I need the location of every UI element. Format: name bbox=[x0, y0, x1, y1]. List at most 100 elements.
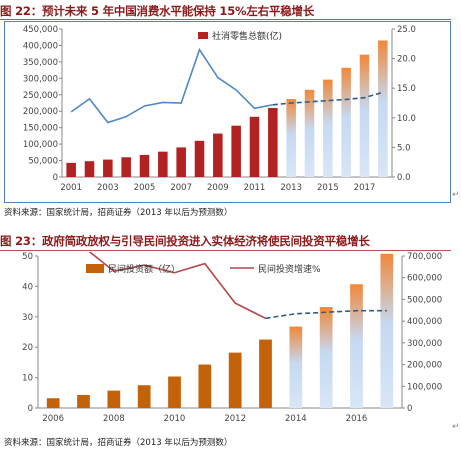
forecast-bar bbox=[319, 307, 333, 408]
figure-22-rule bbox=[0, 19, 451, 20]
x-tick-label: 2003 bbox=[97, 183, 119, 193]
bar bbox=[46, 398, 60, 408]
bar bbox=[139, 154, 150, 177]
x-tick-label: 2006 bbox=[42, 414, 64, 424]
y-tick-label-left: 0 bbox=[28, 404, 33, 414]
legend-label-line: 民间投资增速% bbox=[258, 263, 321, 275]
bar bbox=[194, 140, 205, 177]
bar bbox=[121, 157, 131, 177]
forecast-bar bbox=[350, 284, 363, 408]
y-tick-label-left: 150,000 bbox=[23, 124, 58, 134]
growth-line bbox=[70, 47, 273, 124]
bar bbox=[77, 394, 90, 408]
x-tick-label: 2008 bbox=[103, 414, 125, 424]
y-tick-label-left: 50,000 bbox=[28, 157, 58, 167]
figure-23-title-text: 政府简政放权与引导民间投资进入实体经济将使民间投资平稳增长 bbox=[42, 234, 370, 248]
forecast-bar bbox=[289, 326, 303, 408]
bar bbox=[198, 364, 212, 408]
growth-line bbox=[88, 252, 266, 320]
y-tick-label-left: 20 bbox=[22, 343, 33, 353]
bar bbox=[168, 376, 181, 408]
x-tick-label: 2015 bbox=[317, 183, 339, 193]
x-tick-label: 2012 bbox=[224, 414, 246, 424]
y-tick-label-right: 400,000 bbox=[407, 317, 442, 327]
x-tick-label: 2013 bbox=[280, 183, 302, 193]
figure-23-title: 图 23：政府简政放权与引导民间投资进入实体经济将使民间投资平稳增长 bbox=[0, 233, 370, 249]
figure-22-source: 资料来源：国家统计局，招商证券（2013 年以后为预测数） bbox=[4, 208, 233, 218]
bar bbox=[213, 133, 223, 177]
bar bbox=[66, 162, 76, 177]
bar bbox=[137, 385, 151, 408]
growth-line-forecast bbox=[265, 309, 387, 320]
chart-1-container: 0 50,000 100,000 150,000 200,000 250,000 300,0… bbox=[4, 21, 451, 203]
forecast-bar bbox=[323, 79, 333, 177]
y-tick-label-right: 100,000 bbox=[407, 382, 442, 392]
y-tick-label-left: 30 bbox=[22, 313, 33, 323]
y-tick-label-left: 40 bbox=[22, 282, 33, 292]
growth-line-forecast bbox=[272, 91, 384, 106]
chart-1: 0 50,000 100,000 150,000 200,000 250,000 300,0… bbox=[4, 21, 451, 203]
y-tick-label-right: 10.0 bbox=[397, 114, 416, 124]
y-tick-label-right: 5.0 bbox=[397, 143, 411, 153]
figure-22-label: 图 22： bbox=[0, 4, 43, 18]
x-tick-label: 2007 bbox=[170, 183, 192, 193]
figure-23-source: 资料来源：国家统计局，招商证券（2013 年以后为预测数） bbox=[4, 438, 233, 448]
y-tick-label-left: 450,000 bbox=[23, 25, 58, 35]
bar bbox=[176, 147, 186, 177]
legend-label-bar: 社消零售总额(亿) bbox=[212, 30, 282, 42]
y-tick-label-right: 20.0 bbox=[397, 55, 416, 65]
y-tick-label-left: 250,000 bbox=[23, 91, 58, 101]
bar bbox=[249, 116, 260, 177]
bar bbox=[259, 339, 272, 408]
legend-swatch-bar bbox=[86, 264, 104, 273]
figure-23-label: 图 23： bbox=[0, 234, 43, 248]
bar bbox=[231, 125, 241, 177]
figure-22-title: 图 22：预计未来 5 年中国消费水平能保持 15%左右平稳增长 bbox=[0, 3, 314, 19]
bar bbox=[158, 151, 168, 177]
x-tick-label: 2005 bbox=[134, 183, 156, 193]
figure-23-rule bbox=[0, 250, 451, 251]
y-tick-label-left: 50 bbox=[22, 252, 33, 262]
y-tick-label-right: 200,000 bbox=[407, 361, 442, 371]
chart-2: 0 10 20 30 40 50 0 100,000 200,000 300,000 400,000… bbox=[22, 252, 442, 424]
y-tick-label-left: 10 bbox=[22, 374, 33, 384]
forecast-bar bbox=[359, 54, 370, 177]
legend-swatch-bar bbox=[198, 32, 208, 39]
y-tick-label-left: 0 bbox=[53, 173, 58, 183]
forecast-bar bbox=[378, 40, 388, 177]
return-mark: ↵ bbox=[452, 190, 460, 200]
y-tick-label-left: 300,000 bbox=[23, 74, 58, 84]
y-tick-label-left: 200,000 bbox=[23, 107, 58, 117]
x-tick-label: 2016 bbox=[346, 414, 368, 424]
legend-label-bar: 民间投资额（亿） bbox=[108, 263, 180, 275]
x-tick-label: 2011 bbox=[244, 183, 266, 193]
y-tick-label-right: 700,000 bbox=[407, 252, 442, 262]
y-tick-label-right: 25.0 bbox=[397, 25, 416, 35]
y-tick-label-right: 600,000 bbox=[407, 274, 442, 284]
x-tick-label: 2017 bbox=[354, 183, 376, 193]
y-tick-label-right: 0.0 bbox=[397, 173, 411, 183]
forecast-bar bbox=[304, 89, 315, 177]
x-tick-label: 2014 bbox=[285, 414, 307, 424]
x-tick-label: 2001 bbox=[60, 183, 82, 193]
y-tick-label-right: 300,000 bbox=[407, 339, 442, 349]
y-tick-label-left: 350,000 bbox=[23, 58, 58, 68]
chart-1-frame bbox=[4, 21, 451, 203]
return-mark: ↵ bbox=[452, 422, 460, 432]
bar bbox=[107, 390, 121, 408]
forecast-bar bbox=[341, 67, 351, 177]
chart-2-container: 0 10 20 30 40 50 0 100,000 200,000 300,000 400,000… bbox=[4, 252, 451, 428]
x-tick-label: 2010 bbox=[164, 414, 186, 424]
forecast-bar bbox=[380, 253, 394, 408]
x-tick-label: 2009 bbox=[207, 183, 229, 193]
bar bbox=[84, 161, 95, 177]
figure-22-title-text: 预计未来 5 年中国消费水平能保持 15%左右平稳增长 bbox=[42, 4, 315, 18]
y-tick-label-right: 500,000 bbox=[407, 295, 442, 305]
bar bbox=[228, 352, 242, 408]
y-tick-label-left: 400,000 bbox=[23, 41, 58, 51]
y-tick-label-right: 15.0 bbox=[397, 84, 416, 94]
bar bbox=[268, 107, 278, 177]
y-tick-label-right: 0 bbox=[407, 404, 412, 414]
bar bbox=[103, 159, 113, 177]
y-tick-label-left: 100,000 bbox=[23, 140, 58, 150]
